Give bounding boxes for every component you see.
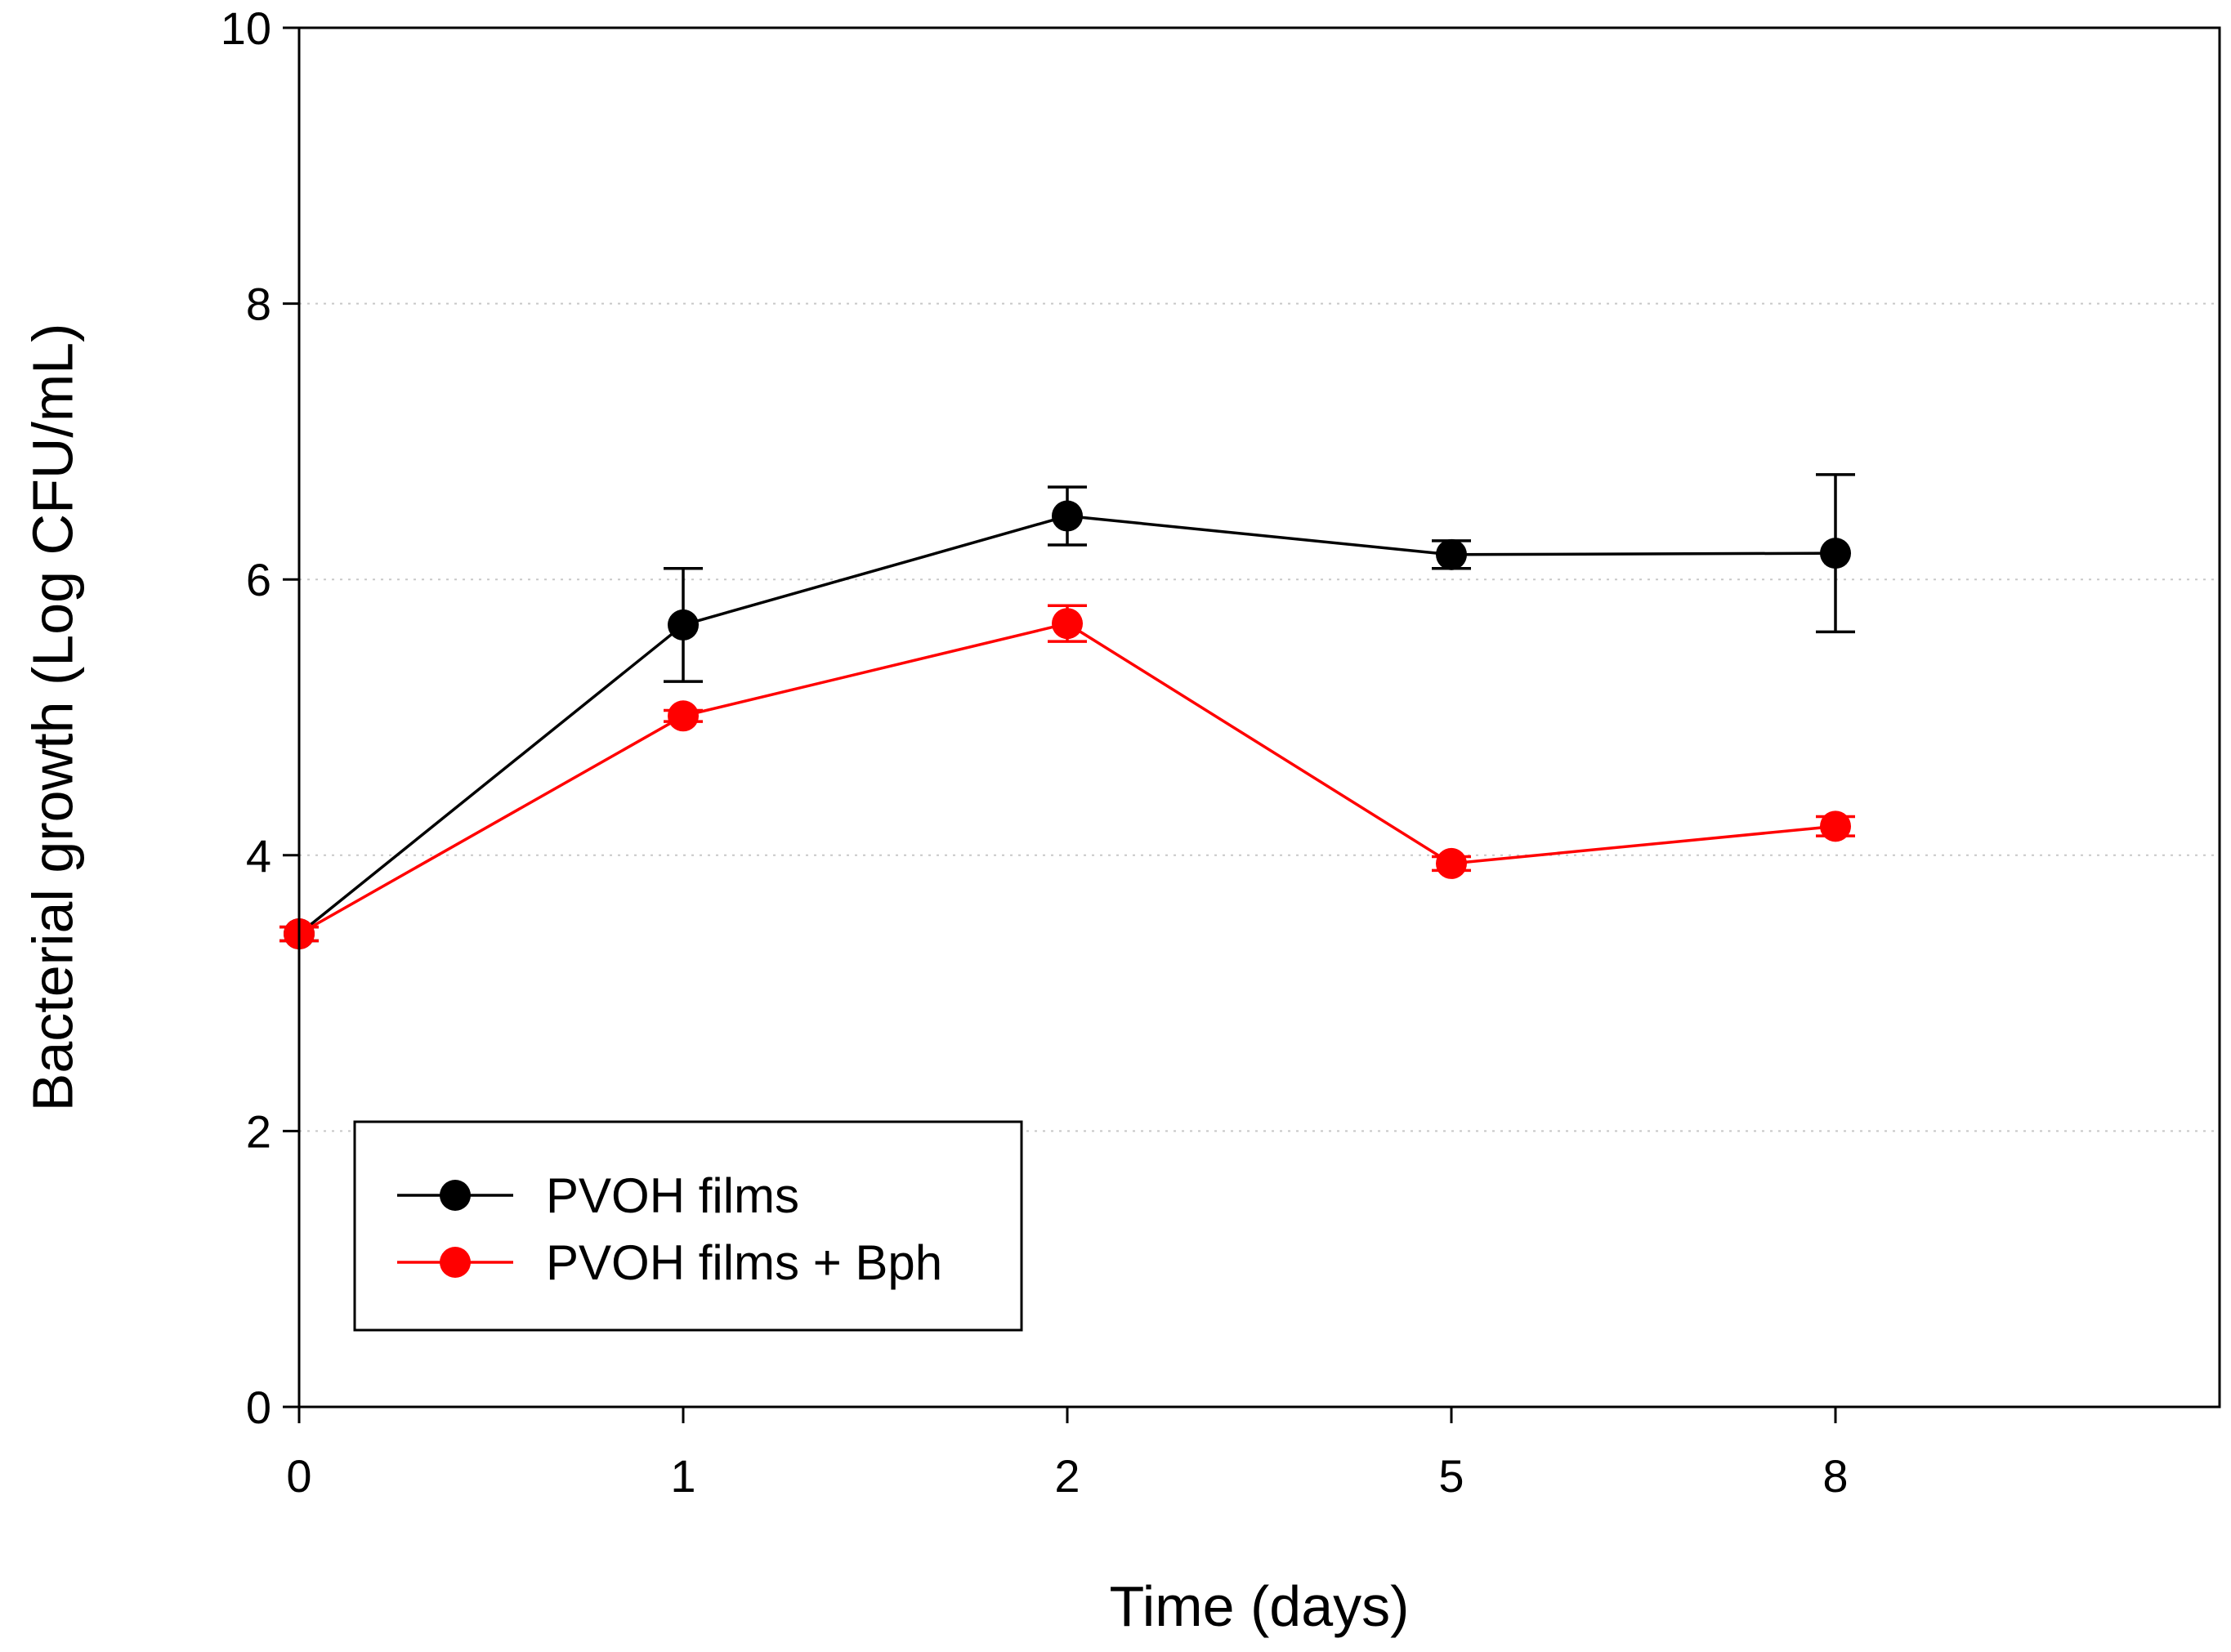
series-1 — [279, 473, 1855, 950]
data-point — [1052, 500, 1083, 532]
data-point — [668, 609, 699, 641]
data-point — [1820, 538, 1851, 569]
legend-label: PVOH films — [546, 1168, 799, 1223]
data-point — [668, 700, 699, 732]
legend-box — [353, 1120, 1023, 1332]
x-tick-label: 0 — [286, 1450, 311, 1502]
y-tick-label: 0 — [246, 1382, 271, 1433]
legend-marker — [440, 1247, 471, 1278]
x-tick-label: 2 — [1054, 1450, 1080, 1502]
series-2 — [279, 604, 1855, 950]
grid-lines — [299, 302, 2220, 1132]
x-tick-label: 5 — [1438, 1450, 1464, 1502]
y-tick-label: 4 — [246, 830, 271, 882]
data-point — [1436, 847, 1467, 879]
legend-label: PVOH films + Bph — [546, 1235, 942, 1290]
x-axis-ticks: 0 1 2 5 8 — [286, 1407, 1849, 1502]
data-point — [1820, 810, 1851, 842]
y-axis-title: Bacterial growth (Log CFU/mL) — [20, 324, 84, 1112]
legend: PVOH films PVOH films + Bph — [353, 1120, 1023, 1332]
y-tick-label: 8 — [246, 279, 271, 330]
series-line — [298, 622, 1836, 935]
legend-marker — [440, 1180, 471, 1211]
legend-item: PVOH films — [397, 1168, 799, 1223]
y-tick-label: 6 — [246, 554, 271, 605]
plot-frame — [297, 26, 2221, 1409]
x-tick-label: 1 — [670, 1450, 695, 1502]
y-tick-label: 10 — [221, 2, 271, 54]
legend-item: PVOH films + Bph — [397, 1235, 942, 1290]
x-tick-label: 8 — [1822, 1450, 1848, 1502]
data-point — [1052, 608, 1083, 640]
data-point — [1436, 538, 1467, 570]
x-axis-title: Time (days) — [1110, 1574, 1410, 1638]
y-tick-label: 2 — [246, 1105, 271, 1157]
series-layer — [279, 473, 1855, 950]
y-axis-ticks: 0 2 4 6 8 10 — [221, 2, 299, 1433]
